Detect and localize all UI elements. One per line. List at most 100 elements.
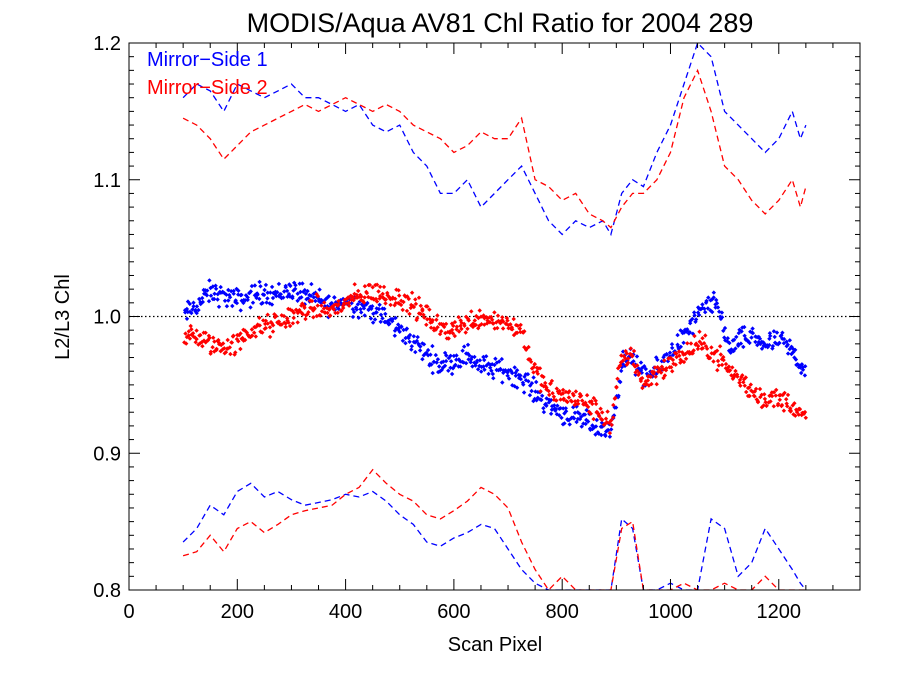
mirror-side-2-point: [208, 351, 213, 356]
mirror-side-1-point: [584, 407, 589, 413]
mirror-side-1-point: [475, 367, 481, 372]
mirror-side-1-point: [191, 304, 196, 309]
mirror-side-1-point: [593, 432, 598, 437]
x-tick-label: 800: [545, 601, 578, 623]
mirror-side-2-point: [527, 357, 533, 362]
mirror-side-2-point: [608, 418, 614, 423]
mirror-side-1-point: [514, 385, 520, 390]
mirror-side-2-point: [279, 322, 284, 327]
mirror-side-1-point: [616, 393, 621, 398]
mirror-side-1-point: [639, 370, 644, 375]
mirror-side-2-point: [312, 305, 317, 311]
mirror-side-2-point: [571, 393, 576, 398]
mirror-side-1-point: [208, 293, 214, 298]
mirror-side-1-point: [710, 309, 715, 315]
mirror-side-2-point: [356, 288, 361, 294]
mirror-side-2-point: [593, 401, 599, 407]
mirror-side-1-point: [583, 421, 588, 427]
mirror-side-2-point: [780, 392, 785, 398]
mirror-side-1-point: [423, 351, 428, 356]
mirror-side-2-point: [721, 357, 726, 363]
mirror-side-1-point: [215, 292, 220, 297]
mirror-side-2-point: [267, 334, 273, 340]
mirror-side-1-point: [227, 292, 232, 298]
mirror-side-2-point: [327, 306, 332, 312]
mirror-side-2-point: [367, 282, 373, 288]
mirror-side-1-point: [705, 306, 711, 311]
mirror-side-2-point: [611, 402, 616, 408]
mirror-side-2-point: [677, 353, 682, 358]
mirror-side-1-point: [311, 295, 316, 300]
mirror-side-2-point: [625, 360, 631, 365]
mirror-side-2-point: [695, 346, 701, 352]
mirror-side-1-point: [477, 358, 483, 363]
mirror-side-1-point: [506, 376, 512, 381]
mirror-side-2-point: [515, 330, 520, 335]
mirror-side-2-point: [285, 316, 290, 321]
mirror-side-2-point: [500, 315, 505, 320]
mirror-side-2-point: [615, 376, 620, 381]
mirror-side-2-point: [752, 389, 757, 394]
mirror-side-2-point: [699, 341, 704, 347]
mirror-side-2-point: [719, 362, 725, 368]
mirror-side-1-point: [298, 289, 303, 295]
mirror-side-2-point: [473, 322, 478, 328]
mirror-side-2-point: [511, 316, 516, 322]
mirror-side-2-point: [263, 325, 268, 331]
mirror-side-2-point: [500, 326, 506, 331]
mirror-side-2-point: [396, 288, 401, 293]
mirror-side-2-point: [691, 348, 696, 353]
mirror-side-2-point: [321, 306, 327, 311]
mirror-side-2-point: [522, 329, 527, 334]
mirror-side-1-point: [765, 345, 770, 350]
mirror-side-2-point: [469, 309, 474, 314]
mirror-side-2-point: [435, 313, 440, 318]
mirror-side-1-point: [184, 316, 190, 321]
mirror-side-2-point: [790, 403, 795, 408]
mirror-side-2-point: [715, 368, 720, 373]
mirror-side-1-point: [579, 414, 584, 419]
mirror-side-2-point: [586, 409, 592, 414]
mirror-side-1-point: [212, 291, 217, 296]
mirror-side-1-point: [571, 416, 577, 421]
mirror-side-2-point: [752, 394, 757, 399]
mirror-side-2-point: [322, 300, 327, 305]
mirror-side-2-point: [755, 400, 761, 405]
mirror-side-1-point: [213, 283, 218, 288]
mirror-side-2-point: [252, 330, 257, 335]
mirror-side-2-point: [401, 299, 406, 305]
mirror-side-1-point: [732, 337, 737, 342]
mirror-side-2-point: [273, 313, 279, 319]
mirror-side-2-point: [573, 389, 579, 394]
mirror-side-1-point: [548, 397, 554, 403]
mirror-side-1-point: [309, 281, 314, 287]
mirror-side-2-point: [462, 321, 467, 327]
mirror-side-2-point: [427, 307, 432, 312]
mirror-side-2-point: [674, 351, 679, 356]
mirror-side-1-point: [690, 316, 695, 322]
mirror-side-1-point: [236, 288, 241, 293]
mirror-side-2-point: [290, 321, 296, 326]
mirror-side-2-point: [184, 341, 189, 346]
mirror-side-1-point: [493, 356, 498, 361]
mirror-side-1-point: [370, 320, 376, 325]
mirror-side-2-point: [792, 401, 797, 406]
mirror-side-2-point: [697, 339, 702, 344]
mirror-side-2-point: [718, 352, 723, 357]
mirror-side-1-point: [454, 357, 459, 362]
mirror-side-1-point: [516, 375, 522, 381]
mirror-side-1-point: [555, 403, 560, 408]
mirror-side-1-point: [479, 369, 484, 374]
mirror-side-1-point: [675, 342, 680, 347]
mirror-side-2-point: [697, 329, 702, 334]
mirror-side-1-point: [676, 344, 681, 350]
mirror-side-1-point: [631, 359, 636, 364]
mirror-side-2-point: [777, 397, 782, 402]
mirror-side-1-point: [541, 409, 547, 415]
mirror-side-1-point: [521, 390, 527, 395]
mirror-side-2-point: [781, 408, 787, 413]
mirror-side-1-point: [523, 372, 528, 377]
y-axis-label: L2/L3 Chl: [52, 274, 74, 360]
mirror-side-1-point: [774, 341, 779, 346]
mirror-side-1-point: [300, 281, 305, 286]
